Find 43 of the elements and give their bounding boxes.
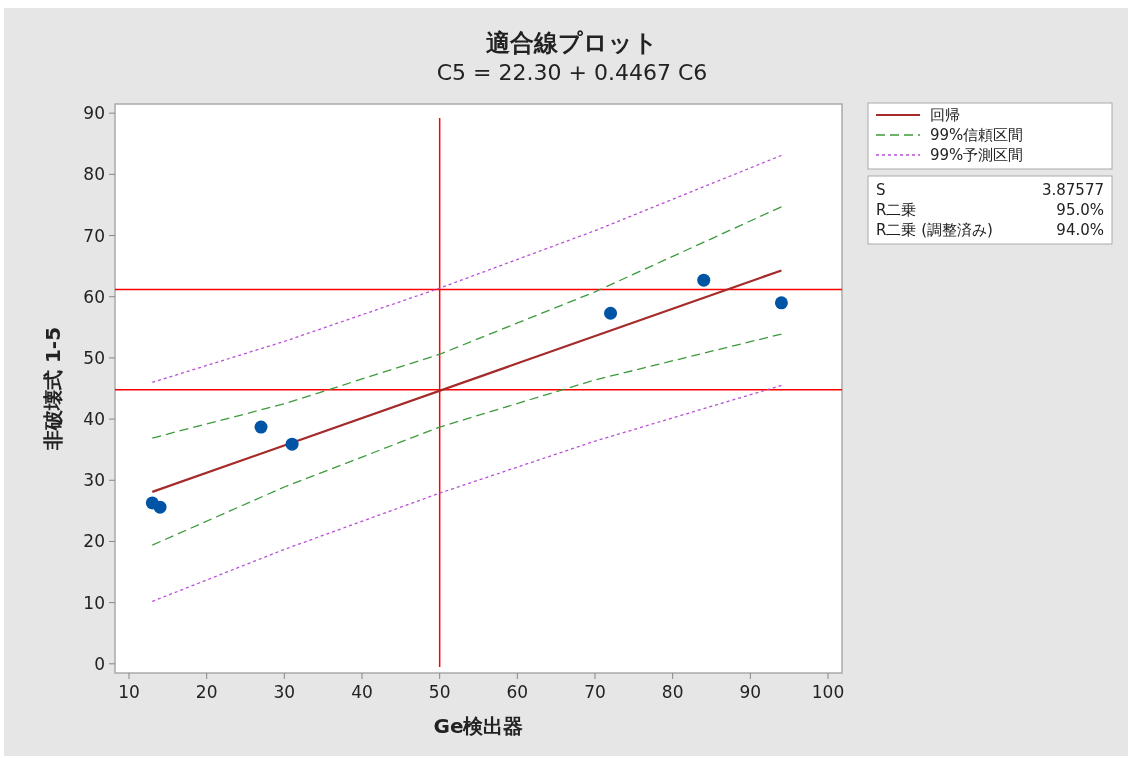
point (604, 306, 618, 320)
x-tick-label: 10 (118, 682, 140, 702)
x-tick-label: 80 (661, 682, 684, 702)
line-series (151, 206, 783, 439)
text: R二乗 (876, 201, 917, 219)
legend-label: 回帰 (930, 106, 960, 124)
line-series (151, 384, 783, 603)
point (285, 437, 299, 451)
y-tick-label: 30 (83, 470, 105, 491)
x-tick-label: 20 (195, 682, 218, 702)
text: S (876, 181, 886, 199)
x-tick-label: 100 (811, 682, 845, 702)
point (697, 273, 711, 287)
line-series (151, 154, 783, 384)
y-tick-label: 10 (83, 592, 105, 613)
x-tick-label: 50 (428, 682, 451, 702)
x-tick-label: 60 (506, 682, 529, 702)
text: 95.0% (1056, 201, 1104, 219)
line-series (151, 333, 783, 546)
y-tick-label: 50 (83, 347, 105, 368)
x-tick-label: 70 (584, 682, 606, 702)
y-tick-label: 40 (83, 409, 105, 430)
point (254, 420, 268, 434)
text: 3.87577 (1041, 181, 1104, 199)
x-axis-title: Ge検出器 (433, 714, 524, 738)
chart-title: 適合線プロット (486, 29, 658, 57)
text: 94.0% (1056, 221, 1104, 239)
y-tick-label: 70 (83, 225, 105, 246)
chart-subtitle: C5 = 22.30 + 0.4467 C6 (436, 60, 708, 85)
y-tick-label: 60 (83, 286, 105, 307)
y-tick-label: 80 (83, 164, 105, 185)
point (153, 500, 167, 514)
point (774, 296, 788, 310)
x-tick-label: 40 (351, 682, 373, 702)
legend-label: 99%信頼区間 (930, 126, 1024, 144)
y-tick-label: 90 (83, 103, 105, 124)
legend-label: 99%予測区間 (930, 146, 1024, 164)
x-tick-label: 30 (273, 682, 296, 702)
text: R二乗 (調整済み) (876, 221, 993, 239)
y-tick-label: 0 (94, 653, 105, 674)
y-axis-title: 非破壊式 1-5 (41, 326, 65, 452)
y-tick-label: 20 (83, 531, 105, 552)
x-tick-label: 90 (739, 682, 762, 702)
